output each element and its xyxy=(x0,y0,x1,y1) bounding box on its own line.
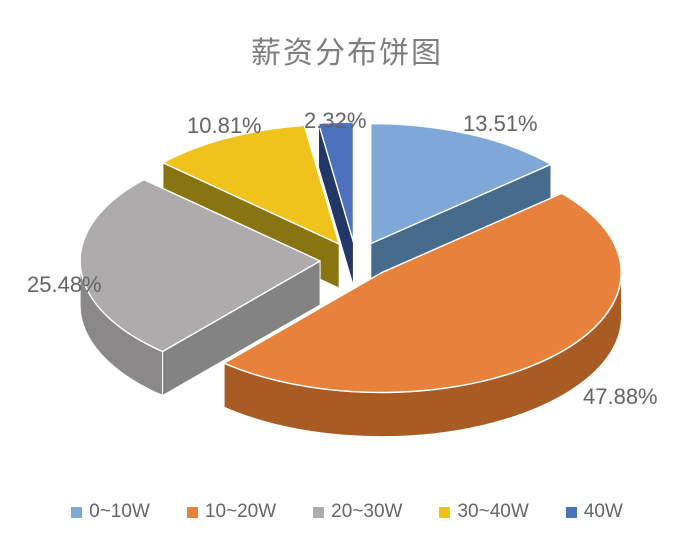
legend-item-40w[interactable]: 40W xyxy=(565,501,623,523)
legend-item-0-10w[interactable]: 0~10W xyxy=(71,501,150,523)
slice-percent-label-30-40w: 10.81% xyxy=(187,113,262,138)
legend-label: 20~30W xyxy=(331,501,403,522)
legend-swatch-icon xyxy=(186,506,198,518)
pie-slice-20-30w[interactable] xyxy=(79,178,321,353)
slice-percent-label-40w: 2.32% xyxy=(304,108,367,133)
slice-percent-label-10-20w: 47.88% xyxy=(583,384,658,409)
pie-slice-10-20w[interactable] xyxy=(223,192,622,394)
pie-slice-0-10w[interactable] xyxy=(370,122,552,245)
legend-label: 0~10W xyxy=(89,501,150,522)
pie-slice-30-40w[interactable] xyxy=(162,124,340,245)
legend-swatch-icon xyxy=(71,506,83,518)
slice-percent-label-20-30w: 25.48% xyxy=(27,272,102,297)
chart-legend: 0~10W 10~20W 20~30W 30~40W 40W xyxy=(0,501,694,523)
legend-swatch-icon xyxy=(439,506,451,518)
legend-swatch-icon xyxy=(565,506,577,518)
chart-title: 薪资分布饼图 xyxy=(251,37,443,70)
pie-slice-40w[interactable] xyxy=(317,121,355,243)
legend-label: 30~40W xyxy=(457,501,529,522)
legend-item-10-20w[interactable]: 10~20W xyxy=(186,501,277,523)
legend-label: 10~20W xyxy=(204,501,277,522)
slice-percent-label-0-10w: 13.51% xyxy=(463,111,538,136)
legend-item-20-30w[interactable]: 20~30W xyxy=(313,501,402,523)
legend-label: 40W xyxy=(583,501,623,522)
legend-swatch-icon xyxy=(313,506,325,518)
legend-item-30-40w[interactable]: 30~40W xyxy=(439,501,529,523)
